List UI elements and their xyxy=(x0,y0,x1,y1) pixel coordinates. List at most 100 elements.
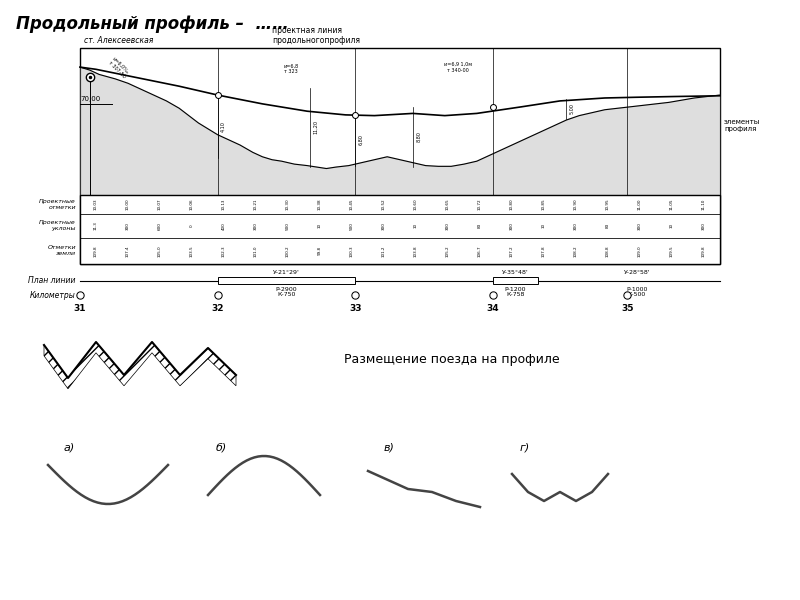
Text: 10.72: 10.72 xyxy=(478,199,482,210)
Text: 10.03: 10.03 xyxy=(94,199,98,210)
Text: 109.5: 109.5 xyxy=(670,245,674,257)
Text: 10.45: 10.45 xyxy=(350,199,354,210)
Text: 10.07: 10.07 xyxy=(158,199,162,210)
Text: 10.90: 10.90 xyxy=(574,199,578,210)
Polygon shape xyxy=(44,342,236,389)
Text: ст. Алексеевская: ст. Алексеевская xyxy=(84,36,154,45)
Text: 11.10: 11.10 xyxy=(702,199,706,210)
Text: в): в) xyxy=(384,443,395,453)
Text: 103.8: 103.8 xyxy=(414,245,418,257)
Text: План линии: План линии xyxy=(29,276,76,285)
Text: 10: 10 xyxy=(542,223,546,228)
Text: 10.21: 10.21 xyxy=(254,199,258,210)
Text: 102.3: 102.3 xyxy=(222,245,226,257)
Text: 107.4: 107.4 xyxy=(126,245,130,257)
Text: 103.5: 103.5 xyxy=(190,245,194,257)
Text: 300: 300 xyxy=(254,222,258,230)
Text: 600: 600 xyxy=(158,222,162,230)
Text: Р-2900: Р-2900 xyxy=(275,287,298,292)
Text: а): а) xyxy=(64,443,75,453)
Text: 10: 10 xyxy=(414,223,418,228)
Text: 83: 83 xyxy=(478,223,482,229)
Text: 10.38: 10.38 xyxy=(318,199,322,210)
Text: 10.00: 10.00 xyxy=(126,199,130,210)
Text: 83: 83 xyxy=(606,223,610,229)
Text: Р-1000: Р-1000 xyxy=(626,287,647,292)
Text: Отметки
земли: Отметки земли xyxy=(47,245,76,256)
Text: К-750: К-750 xyxy=(278,292,295,296)
Text: Продольный профиль –  ……: Продольный профиль – …… xyxy=(16,15,289,33)
Polygon shape xyxy=(80,67,720,195)
Text: и=6,9 1,0м
т 340-00: и=6,9 1,0м т 340-00 xyxy=(443,62,472,73)
Text: 10.95: 10.95 xyxy=(606,199,610,210)
Text: 107.2: 107.2 xyxy=(510,245,514,257)
Text: и=6,0‰
т 307-50: и=6,0‰ т 307-50 xyxy=(107,56,130,79)
Text: 10.13: 10.13 xyxy=(222,199,226,210)
Bar xyxy=(218,277,355,284)
Text: 108.8: 108.8 xyxy=(606,245,610,257)
Text: 33: 33 xyxy=(349,304,362,313)
Text: 100.2: 100.2 xyxy=(286,245,290,257)
Text: проектная линия
продольногопрофиля: проектная линия продольногопрофиля xyxy=(272,26,360,45)
Text: 70,00: 70,00 xyxy=(81,96,101,102)
Text: элементы
профиля: элементы профиля xyxy=(724,119,760,133)
Text: К-758: К-758 xyxy=(506,292,524,296)
Text: 300: 300 xyxy=(638,222,642,230)
Text: 0: 0 xyxy=(190,224,194,227)
Bar xyxy=(80,238,720,264)
Text: 10.80: 10.80 xyxy=(510,199,514,210)
Text: 105.0: 105.0 xyxy=(158,245,162,257)
Text: 300: 300 xyxy=(446,222,450,230)
Text: 300: 300 xyxy=(126,222,130,230)
Text: 10.60: 10.60 xyxy=(414,199,418,210)
Text: 10: 10 xyxy=(318,223,322,228)
Text: г): г) xyxy=(520,443,530,453)
Text: У-21°29': У-21°29' xyxy=(273,270,300,275)
Bar xyxy=(493,277,538,284)
Text: 4,10: 4,10 xyxy=(221,121,226,132)
Text: 11.3: 11.3 xyxy=(94,221,98,230)
Text: К-500: К-500 xyxy=(628,292,646,296)
Text: 400: 400 xyxy=(222,222,226,230)
Text: 10: 10 xyxy=(670,223,674,228)
Text: 108.2: 108.2 xyxy=(574,245,578,257)
Bar xyxy=(80,48,720,264)
Text: 35: 35 xyxy=(621,304,634,313)
Text: 107.8: 107.8 xyxy=(542,245,546,257)
Text: б): б) xyxy=(216,443,227,453)
Text: 300: 300 xyxy=(510,222,514,230)
Text: 300: 300 xyxy=(574,222,578,230)
Text: 10.30: 10.30 xyxy=(286,199,290,210)
Text: 10.65: 10.65 xyxy=(446,199,450,210)
Text: и=6,8
т 323: и=6,8 т 323 xyxy=(284,64,298,74)
Text: 5,00: 5,00 xyxy=(570,104,574,115)
Text: Проектные
уклоны: Проектные уклоны xyxy=(39,220,76,231)
Text: У-28°58': У-28°58' xyxy=(623,270,650,275)
Text: Проектные
отметки: Проектные отметки xyxy=(39,199,76,210)
Bar xyxy=(80,214,720,238)
Text: 500: 500 xyxy=(286,222,290,230)
Text: 8,80: 8,80 xyxy=(416,131,421,142)
Text: 10.52: 10.52 xyxy=(382,199,386,210)
Text: 105.2: 105.2 xyxy=(446,245,450,257)
Text: 10.85: 10.85 xyxy=(542,199,546,210)
Text: 106.7: 106.7 xyxy=(478,245,482,257)
Text: 300: 300 xyxy=(702,222,706,230)
Text: 34: 34 xyxy=(486,304,499,313)
Text: У-35°48': У-35°48' xyxy=(502,270,529,275)
Text: 11.00: 11.00 xyxy=(638,199,642,210)
Text: 99.8: 99.8 xyxy=(318,247,322,256)
Text: 11.05: 11.05 xyxy=(670,199,674,210)
Text: 31: 31 xyxy=(74,304,86,313)
Text: 101.2: 101.2 xyxy=(382,245,386,257)
Text: Размещение поезда на профиле: Размещение поезда на профиле xyxy=(344,353,560,367)
Text: Р-1200: Р-1200 xyxy=(505,287,526,292)
Text: 101.0: 101.0 xyxy=(254,245,258,257)
Text: 300: 300 xyxy=(382,222,386,230)
Text: 109.8: 109.8 xyxy=(702,245,706,257)
Text: 109.8: 109.8 xyxy=(94,245,98,257)
Text: 100.3: 100.3 xyxy=(350,245,354,257)
Text: 500: 500 xyxy=(350,222,354,230)
Bar xyxy=(80,195,720,214)
Text: 11,20: 11,20 xyxy=(314,121,318,134)
